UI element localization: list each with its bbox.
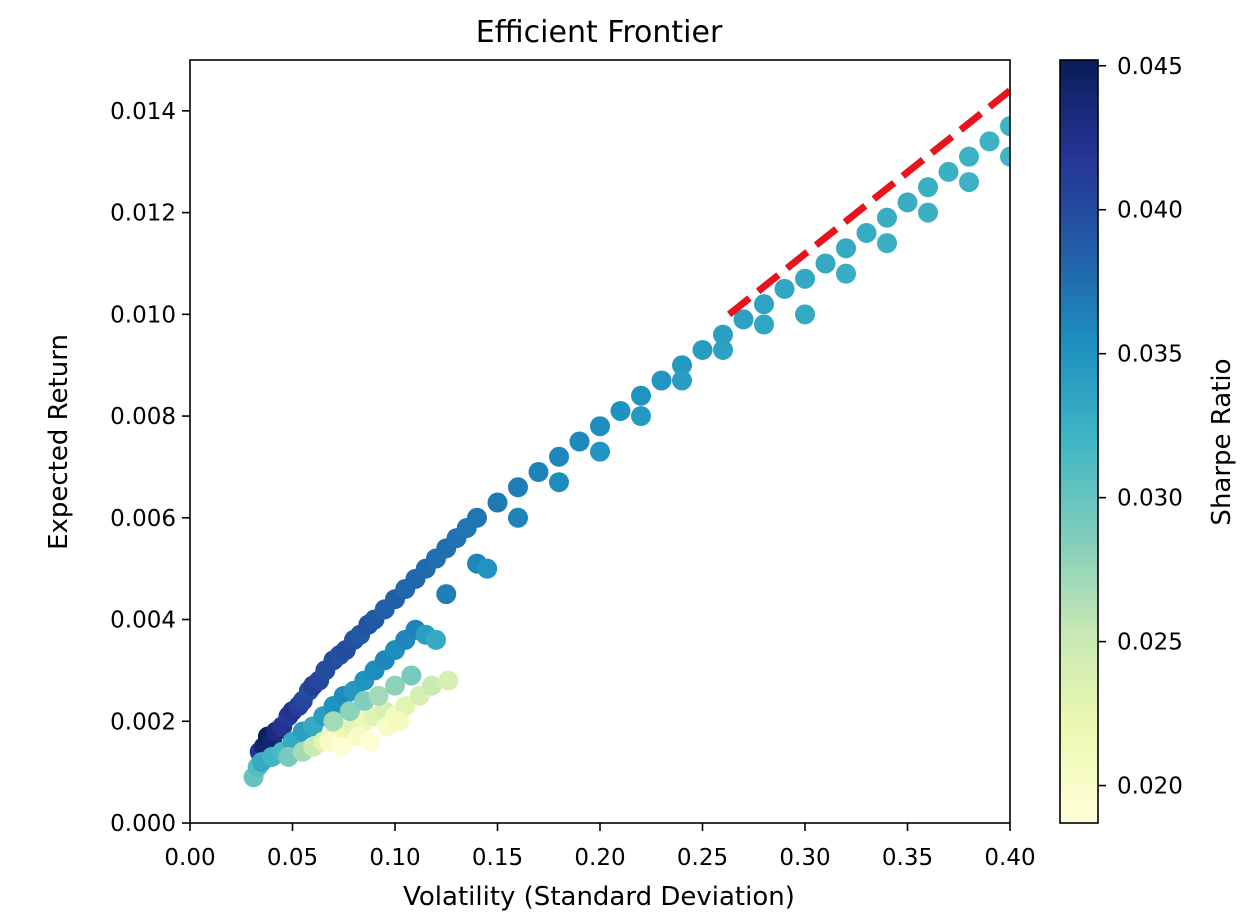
scatter-point (795, 268, 815, 289)
scatter-point (897, 192, 918, 213)
plot-frame (189, 59, 1011, 824)
colorbar-tick-label: 0.045 (1117, 54, 1183, 80)
colorbar-tick-label: 0.040 (1117, 198, 1183, 224)
y-tick-label: 0.012 (110, 201, 176, 227)
scatter-point (815, 253, 836, 274)
scatter-point (339, 701, 360, 722)
x-tick-label: 0.20 (574, 845, 625, 871)
scatter-point (438, 670, 459, 691)
scatter-point (436, 584, 457, 605)
scatter-point (713, 339, 733, 360)
colorbar-ticks: 0.020 0.025 0.030 0.035 0.040 0.045 (1098, 54, 1183, 800)
scatter-point (631, 385, 651, 406)
scatter-point (389, 711, 410, 732)
scatter-point (549, 472, 569, 493)
chart-title: Efficient Frontier (476, 15, 723, 50)
scatter-point (631, 406, 651, 427)
scatter-point (672, 370, 692, 391)
scatter-point (856, 222, 877, 243)
scatter-point (360, 731, 381, 752)
scatter-point (795, 304, 815, 325)
x-tick-label: 0.25 (677, 845, 728, 871)
y-axis-ticks: 0.000 0.002 0.004 0.006 0.008 0.010 0.012 0.014 (110, 99, 190, 837)
scatter-point (508, 507, 528, 528)
scatter-point (610, 400, 631, 421)
scatter-point (918, 202, 938, 223)
scatter-point (774, 278, 795, 299)
cml-dashed-line (726, 87, 1010, 318)
scatter-point (754, 314, 774, 335)
scatter-point (401, 665, 422, 686)
colorbar-tick-label: 0.035 (1117, 342, 1183, 368)
colorbar-tick-label: 0.025 (1117, 630, 1183, 656)
scatter-point (331, 736, 352, 757)
y-tick-label: 0.006 (110, 506, 176, 532)
scatter-point (477, 558, 498, 579)
x-tick-label: 0.00 (164, 845, 215, 871)
x-tick-label: 0.15 (472, 845, 523, 871)
capital-market-line (726, 87, 1010, 318)
scatter-point (385, 675, 405, 696)
scatter-points (243, 116, 1010, 788)
scatter-point (938, 161, 959, 182)
scatter-point (569, 431, 590, 452)
colorbar-tick-label: 0.030 (1117, 486, 1183, 512)
x-tick-label: 0.05 (267, 845, 318, 871)
y-axis-label: Expected Return (44, 334, 74, 550)
scatter-point (549, 446, 569, 467)
x-tick-label: 0.40 (984, 845, 1035, 871)
scatter-point (368, 685, 389, 706)
y-tick-label: 0.010 (110, 302, 176, 328)
colorbar-label: Sharpe Ratio (1207, 358, 1237, 525)
scatter-point (979, 131, 1000, 152)
x-axis-label: Volatility (Standard Deviation) (403, 882, 795, 912)
y-tick-label: 0.000 (110, 811, 176, 837)
colorbar (1059, 59, 1099, 824)
scatter-point (836, 238, 856, 259)
scatter-point (467, 507, 487, 528)
y-tick-label: 0.008 (110, 404, 176, 430)
scatter-point (959, 172, 979, 193)
scatter-point (1000, 146, 1010, 167)
x-tick-label: 0.30 (779, 845, 830, 871)
x-axis-ticks: 0.00 0.05 0.10 0.15 0.20 0.25 0.30 0.35 0.40 (164, 823, 1036, 871)
y-tick-label: 0.014 (110, 99, 176, 125)
scatter-point (508, 477, 528, 498)
scatter-point (959, 146, 979, 167)
scatter-point (651, 370, 672, 391)
scatter-point (487, 492, 508, 513)
y-tick-label: 0.002 (110, 709, 176, 735)
x-tick-label: 0.35 (882, 845, 933, 871)
scatter-point (421, 675, 442, 696)
scatter-point (713, 324, 733, 345)
scatter-point (754, 294, 774, 315)
scatter-point (836, 263, 856, 284)
scatter-point (877, 207, 897, 228)
scatter-point (395, 696, 416, 717)
scatter-point (1000, 116, 1010, 137)
scatter-point (590, 416, 610, 437)
scatter-point (426, 629, 446, 650)
scatter-point (877, 233, 897, 254)
scatter-point (590, 441, 610, 462)
scatter-point (528, 462, 549, 483)
scatter-point (672, 355, 692, 376)
x-tick-label: 0.10 (369, 845, 420, 871)
scatter-point (692, 339, 713, 360)
scatter-point (918, 177, 938, 198)
y-tick-label: 0.004 (110, 608, 176, 634)
colorbar-tick-label: 0.020 (1117, 774, 1183, 800)
scatter-point (323, 711, 344, 732)
scatter-point (733, 309, 754, 330)
